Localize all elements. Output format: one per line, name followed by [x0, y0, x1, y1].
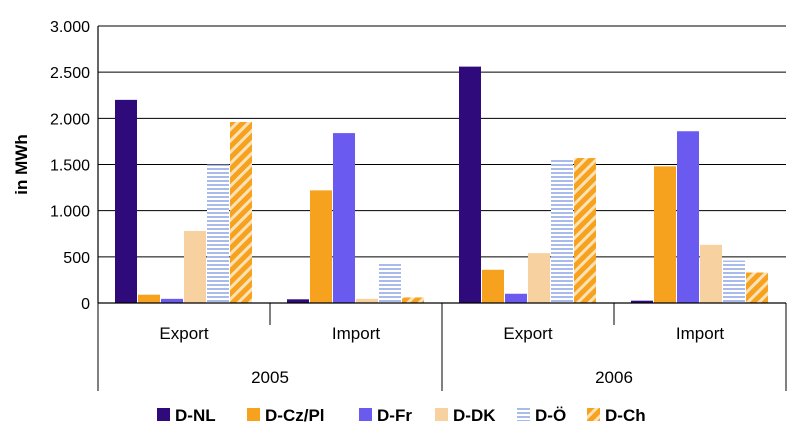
bar-d-nl-1 — [287, 299, 309, 303]
bar-d-cz-pl-0 — [138, 294, 160, 303]
bar-d--1 — [379, 263, 401, 303]
bar-d--3 — [723, 260, 745, 303]
y-tick-label: 1.000 — [50, 204, 90, 221]
bar-d-dk-0 — [184, 230, 206, 303]
x-category-label: Export — [159, 324, 208, 343]
legend-label: D-Ch — [605, 406, 646, 425]
x-group-label: 2006 — [595, 368, 633, 387]
bar-d-cz-pl-3 — [654, 166, 676, 303]
y-axis-label: in MWh — [12, 134, 31, 194]
bar-d-dk-1 — [356, 298, 378, 303]
bar-d-ch-1 — [402, 297, 424, 303]
bar-d-nl-0 — [115, 99, 137, 303]
legend-label: D-Ö — [535, 406, 566, 425]
x-category-label: Export — [503, 324, 552, 343]
bar-d-cz-pl-1 — [310, 190, 332, 303]
x-category-label: Import — [332, 324, 380, 343]
bar-d-dk-3 — [700, 244, 722, 303]
bar-d-fr-1 — [333, 133, 355, 303]
x-group-label: 2005 — [251, 368, 289, 387]
y-tick-label: 0 — [81, 296, 90, 313]
bar-d-cz-pl-2 — [482, 269, 504, 303]
bar-d-ch-2 — [574, 158, 596, 303]
bar-d-fr-0 — [161, 298, 183, 303]
legend-swatch — [247, 408, 260, 421]
legend-label: D-Cz/Pl — [265, 406, 325, 425]
bar-d-fr-2 — [505, 293, 527, 303]
bar-d-fr-3 — [677, 131, 699, 303]
x-category-label: Import — [676, 324, 724, 343]
bar-d-dk-2 — [528, 253, 550, 303]
y-tick-label: 2.000 — [50, 111, 90, 128]
legend-label: D-Fr — [377, 406, 412, 425]
legend-label: D-NL — [175, 406, 216, 425]
bar-d--2 — [551, 158, 573, 303]
y-tick-label: 500 — [63, 250, 90, 267]
y-tick-label: 3.000 — [50, 19, 90, 36]
bar-d-nl-2 — [459, 66, 481, 303]
legend-swatch — [157, 408, 170, 421]
y-tick-label: 2.500 — [50, 65, 90, 82]
y-tick-label: 1.500 — [50, 158, 90, 175]
bar-d-ch-0 — [230, 122, 252, 303]
bar-d-nl-3 — [631, 300, 653, 303]
legend-swatch — [359, 408, 372, 421]
legend-label: D-DK — [453, 406, 496, 425]
legend-swatch — [435, 408, 448, 421]
bar-d--0 — [207, 164, 229, 303]
bar-d-ch-3 — [746, 272, 768, 303]
legend-swatch — [517, 408, 530, 421]
legend-swatch — [587, 408, 600, 421]
